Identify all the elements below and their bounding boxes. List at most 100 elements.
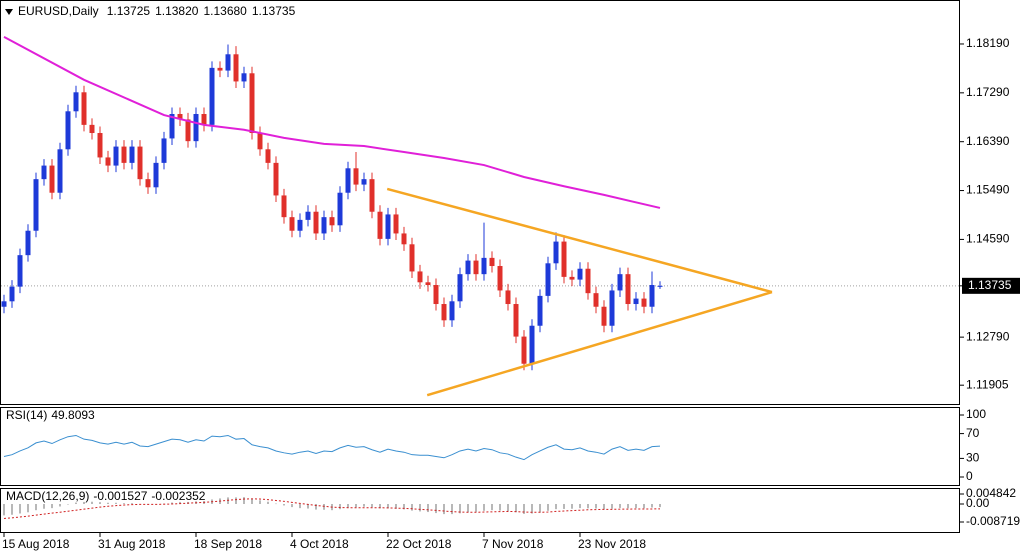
moving-average <box>3 36 661 209</box>
macd-bar <box>619 503 621 508</box>
y-tick-label: 100 <box>966 407 986 421</box>
x-tick-label: 7 Nov 2018 <box>482 537 544 551</box>
candle-body <box>561 241 567 277</box>
candle-body <box>257 133 263 150</box>
candle-body <box>633 298 639 305</box>
candle-body <box>641 298 647 307</box>
macd-bar <box>131 503 133 504</box>
candle-body <box>593 293 599 307</box>
candle-body <box>433 285 439 305</box>
macd-bar <box>643 503 645 509</box>
candle-body <box>345 168 351 193</box>
macd-bar <box>3 503 5 516</box>
current-price-box <box>962 277 1020 294</box>
ohlc-label: 1.13725 <box>107 4 151 18</box>
ohlc-label: 1.13820 <box>155 4 199 18</box>
candle-body <box>329 217 335 226</box>
candle-body <box>497 266 503 291</box>
macd-bar <box>499 503 501 511</box>
macd-bar <box>595 503 597 509</box>
macd-bar <box>571 503 573 509</box>
candle-body <box>121 146 127 163</box>
candle-body <box>9 286 15 302</box>
candle-body <box>153 162 159 188</box>
ohlc-label: 1.13735 <box>252 4 296 18</box>
macd-bar <box>467 503 469 513</box>
macd-bar <box>371 503 373 508</box>
macd-bar <box>283 503 285 506</box>
candle-body <box>337 192 343 226</box>
candle-body <box>417 271 423 283</box>
candle-body <box>553 241 559 264</box>
macd-bar <box>579 503 581 509</box>
macd-bar <box>659 503 661 508</box>
candle-body <box>233 54 239 82</box>
candle-body <box>393 214 399 234</box>
macd-bar <box>547 503 549 511</box>
candle-body <box>73 92 79 112</box>
macd-bar <box>171 502 173 504</box>
candle-body <box>209 67 215 125</box>
macd-bar <box>51 503 53 509</box>
indicator-value: -0.002352 <box>151 489 205 503</box>
candle-body <box>137 146 143 180</box>
macd-bar <box>651 503 653 508</box>
macd-bar <box>307 503 309 509</box>
candle-body <box>441 304 447 321</box>
candle-body <box>489 257 495 267</box>
y-tick-label: 0 <box>966 469 973 483</box>
x-tick-label: 23 Nov 2018 <box>578 537 646 551</box>
candle-body <box>377 211 383 239</box>
macd-bar <box>35 503 37 511</box>
x-tick-label: 4 Oct 2018 <box>290 537 349 551</box>
rsi-line <box>3 434 661 461</box>
candle-body <box>97 133 103 158</box>
macd-bar <box>99 502 101 504</box>
candle-body <box>169 114 175 139</box>
macd-bar <box>539 503 541 513</box>
candle-body <box>385 214 391 239</box>
macd-bar <box>315 503 317 510</box>
x-tick-label: 22 Oct 2018 <box>386 537 452 551</box>
candle-body <box>361 179 367 185</box>
macd-bar <box>627 503 629 509</box>
candle-body <box>353 168 359 185</box>
candle-body <box>49 165 55 193</box>
candle-body <box>265 149 271 163</box>
candle-body <box>577 268 583 280</box>
candle-body <box>57 149 63 193</box>
candle-body <box>617 274 623 291</box>
candle-body <box>585 268 591 294</box>
indicator-title: MACD(12,26,9) <box>6 489 89 503</box>
x-tick-label: 18 Sep 2018 <box>194 537 262 551</box>
candle-body <box>649 285 655 307</box>
y-tick-label: 1.14590 <box>966 232 1010 246</box>
macd-bar <box>259 500 261 504</box>
macd-bar <box>291 503 293 508</box>
macd-bar <box>387 503 389 509</box>
candle-body <box>625 274 631 305</box>
trend-line <box>426 290 773 397</box>
macd-bar <box>123 503 125 504</box>
current-price-label: 1.13735 <box>968 278 1012 292</box>
candle-body <box>545 263 551 296</box>
macd-bar <box>523 503 525 514</box>
candle-body <box>369 179 375 212</box>
ohlc-label: 1.13680 <box>203 4 247 18</box>
macd-bar <box>483 503 485 511</box>
candle-body <box>177 114 183 120</box>
candle-body <box>249 73 255 134</box>
candle-body <box>217 67 223 71</box>
macd-bar <box>27 503 29 513</box>
candle-body <box>161 138 167 163</box>
macd-bar <box>563 503 565 509</box>
macd-bar <box>491 503 493 511</box>
macd-bar <box>443 503 445 515</box>
candle-body <box>313 211 319 234</box>
indicator-title: RSI(14) <box>6 408 47 422</box>
menu-arrow[interactable] <box>5 9 13 15</box>
candle-body <box>241 73 247 82</box>
macd-bar <box>355 503 357 508</box>
candle-body <box>657 285 663 287</box>
